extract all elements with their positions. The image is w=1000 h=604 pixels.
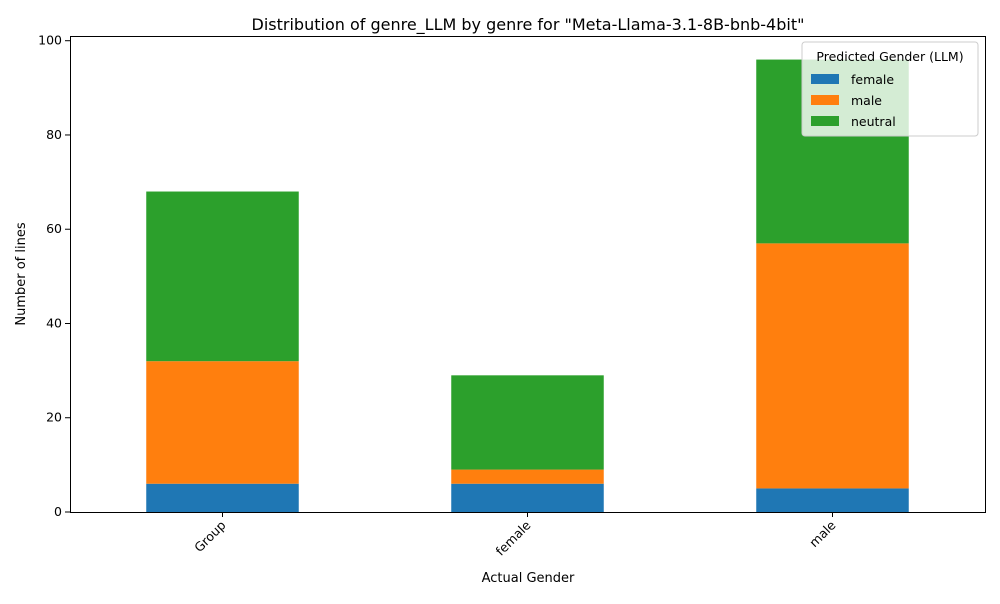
bar-male-female — [756, 488, 909, 512]
y-tick-label: 0 — [54, 504, 62, 519]
legend: Predicted Gender (LLM) female male neutral — [801, 41, 979, 137]
x-axis: Group female male — [191, 512, 839, 559]
y-tick-label: 80 — [46, 127, 62, 142]
legend-swatch-male — [811, 95, 839, 105]
plot-frame — [70, 36, 986, 513]
chart-title: Distribution of genre_LLM by genre for "… — [252, 15, 805, 35]
y-axis: 0 20 40 60 80 100 — [38, 33, 70, 519]
bar-female-neutral — [451, 375, 604, 470]
x-tick-label: female — [493, 517, 534, 558]
bar-female-male — [451, 469, 604, 484]
legend-label-female: female — [851, 72, 894, 87]
bar-group-female — [146, 483, 299, 512]
bar-group-neutral — [146, 191, 299, 362]
x-tick-label: male — [806, 517, 839, 550]
y-tick-label: 60 — [46, 221, 62, 236]
legend-box — [801, 41, 979, 137]
legend-swatch-female — [811, 74, 839, 84]
bar-male-male — [756, 243, 909, 489]
y-tick-label: 20 — [46, 410, 62, 425]
legend-title: Predicted Gender (LLM) — [816, 49, 963, 64]
x-tick-label: Group — [191, 517, 229, 555]
bars-group — [146, 59, 909, 512]
bar-group-male — [146, 361, 299, 484]
x-axis-label: Actual Gender — [482, 571, 575, 586]
legend-label-neutral: neutral — [851, 114, 896, 129]
y-tick-label: 100 — [38, 33, 62, 48]
legend-label-male: male — [851, 93, 882, 108]
y-tick-label: 40 — [46, 315, 62, 330]
legend-swatch-neutral — [811, 116, 839, 126]
bar-female-female — [451, 483, 604, 512]
y-axis-label: Number of lines — [14, 222, 29, 325]
